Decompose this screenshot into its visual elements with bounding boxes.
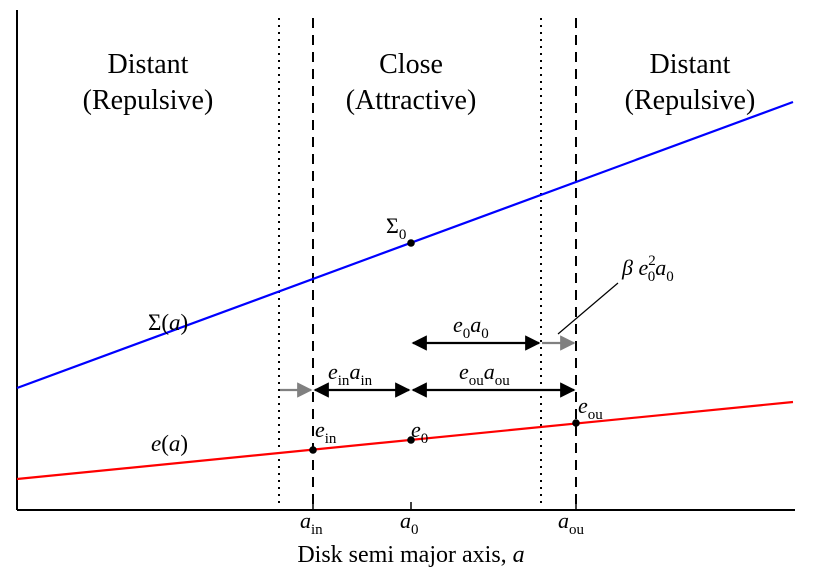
region-center-title: Close: [379, 49, 443, 80]
e-ou-point: [572, 419, 580, 427]
e0-a0-label: e0a0: [453, 312, 489, 342]
e-in-a-in-label: einain: [328, 359, 373, 389]
x-axis-label: Disk semi major axis, a: [297, 542, 524, 568]
region-right-subtitle: (Repulsive): [625, 85, 756, 116]
sigma-curve-label: Σ(a): [148, 310, 188, 335]
ecc-curve-label: e(a): [151, 431, 188, 456]
e-ou-label: eou: [578, 393, 603, 423]
e-ou-a-ou-label: eouaou: [459, 359, 510, 389]
tick-label-a-0: a0: [400, 508, 419, 538]
region-right-title: Distant: [650, 49, 731, 80]
region-left-title: Distant: [108, 49, 189, 80]
ecc-curve: [16, 400, 794, 481]
region-center-subtitle: (Attractive): [346, 85, 477, 116]
e-in-label: ein: [315, 417, 337, 447]
sigma0-label: Σ0: [386, 213, 406, 243]
e-in-point: [309, 446, 317, 454]
callout-leader: [557, 282, 619, 335]
region-left-subtitle: (Repulsive): [83, 85, 214, 116]
e0-label: e0: [411, 417, 428, 447]
sigma-curve: [16, 100, 794, 390]
tick-label-a-in: ain: [300, 508, 323, 538]
e0-point: [407, 436, 415, 444]
callout-label: β e2 0a0: [621, 253, 674, 285]
sigma0-point: [407, 239, 415, 247]
tick-label-a-ou: aou: [558, 508, 585, 538]
